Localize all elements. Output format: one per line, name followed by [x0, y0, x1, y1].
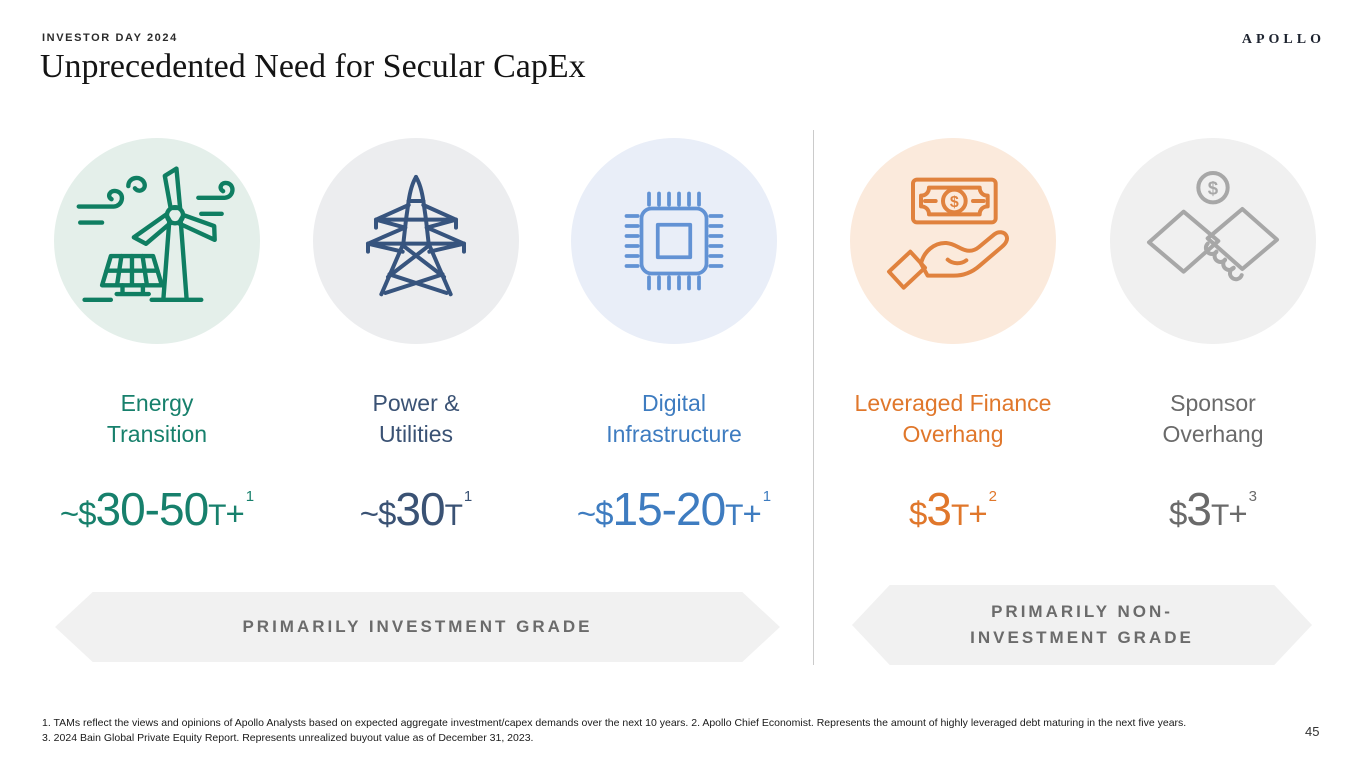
footnote-ref: 1: [762, 488, 772, 505]
power-utilities-value: ~$30T1: [286, 482, 546, 536]
energy-transition-value: ~$30-50T+ 1: [27, 482, 287, 536]
column-digital-infrastructure: Digital Infrastructure ~$15-20T+ 1: [544, 138, 804, 536]
digital-infrastructure-value: ~$15-20T+ 1: [544, 482, 804, 536]
power-utilities-circle: [313, 138, 519, 344]
digital-infrastructure-label: Digital Infrastructure: [544, 388, 804, 450]
energy-transition-label: Energy Transition: [27, 388, 287, 450]
cpu-chip-icon: [624, 191, 724, 291]
label-line1: Power &: [372, 390, 460, 416]
label-line1: Sponsor: [1170, 390, 1256, 416]
label-line2: Utilities: [378, 421, 454, 447]
value-prefix: $: [1169, 495, 1187, 532]
footnote-line1: 1. TAMs reflect the views and opinions o…: [42, 717, 1187, 729]
value-main: 3: [926, 483, 952, 535]
value-plus: +: [225, 495, 244, 532]
value-main: 15-20: [612, 483, 727, 535]
banner-text-line2: INVESTMENT GRADE: [970, 628, 1194, 647]
transmission-tower-icon: [366, 175, 466, 297]
footnote-ref: 2: [988, 488, 997, 505]
column-energy-transition: Energy Transition ~$30-50T+ 1: [27, 138, 287, 536]
label-line1: Digital: [642, 390, 706, 416]
svg-text:$: $: [950, 194, 959, 211]
banner-text-line1: PRIMARILY NON-: [991, 602, 1173, 621]
value-prefix: ~$: [359, 495, 397, 532]
value-unit: T: [208, 499, 226, 532]
label-line2: Infrastructure: [606, 421, 742, 447]
power-utilities-label: Power & Utilities: [286, 388, 546, 450]
value-unit: T: [1211, 499, 1229, 532]
column-power-utilities: Power & Utilities ~$30T1: [286, 138, 546, 536]
handshake-dollar-icon: $: [1147, 171, 1279, 282]
wind-turbine-solar-panel-icon: [76, 165, 235, 302]
energy-transition-circle: [54, 138, 260, 344]
footnotes: 1. TAMs reflect the views and opinions o…: [42, 716, 1297, 746]
label-line2: Overhang: [902, 421, 1004, 447]
value-plus: +: [1228, 495, 1247, 532]
footnote-ref: 1: [245, 488, 255, 505]
page-title: Unprecedented Need for Secular CapEx: [40, 48, 586, 85]
vertical-divider: [813, 130, 814, 665]
label-line2: Transition: [106, 421, 208, 447]
digital-infrastructure-circle: [571, 138, 777, 344]
value-unit: T: [725, 499, 743, 532]
value-main: 30: [395, 483, 445, 535]
label-line2: Overhang: [1162, 421, 1264, 447]
money-in-hand-icon: $: [887, 177, 1010, 290]
footnote-ref: 3: [1248, 488, 1257, 505]
leveraged-finance-circle: $: [850, 138, 1056, 344]
investment-grade-banner: PRIMARILY INVESTMENT GRADE: [55, 592, 780, 662]
non-investment-grade-banner: PRIMARILY NON- INVESTMENT GRADE: [852, 585, 1312, 665]
banner-text: PRIMARILY INVESTMENT GRADE: [242, 617, 593, 636]
value-plus: +: [742, 495, 761, 532]
sponsor-overhang-label: Sponsor Overhang: [1083, 388, 1343, 450]
value-prefix: $: [909, 495, 927, 532]
value-unit: T: [951, 499, 969, 532]
footnote-line2: 3. 2024 Bain Global Private Equity Repor…: [42, 732, 534, 745]
leveraged-finance-label: Leveraged Finance Overhang: [823, 388, 1083, 450]
value-plus: +: [968, 495, 987, 532]
apollo-logo: APOLLO: [1241, 32, 1325, 47]
value-main: 30-50: [95, 483, 210, 535]
sponsor-overhang-circle: $: [1110, 138, 1316, 344]
leveraged-finance-value: $3T+ 2: [823, 482, 1083, 536]
label-line1: Leveraged Finance: [854, 390, 1052, 416]
sponsor-overhang-value: $3T+ 3: [1083, 482, 1343, 536]
page-number: 45: [1305, 724, 1320, 739]
column-leveraged-finance-overhang: $ Leveraged Finance Overhang $3T+ 2: [823, 138, 1083, 536]
svg-text:$: $: [1208, 177, 1219, 198]
footnote-ref: 1: [463, 488, 473, 505]
column-sponsor-overhang: $ Sponsor Overhang $3T+ 3: [1083, 138, 1343, 536]
value-main: 3: [1186, 483, 1212, 535]
value-unit: T: [444, 499, 463, 532]
label-line1: Energy: [120, 390, 194, 416]
value-prefix: ~$: [576, 495, 614, 532]
eyebrow-label: INVESTOR DAY 2024: [42, 32, 178, 44]
value-prefix: ~$: [59, 495, 97, 532]
